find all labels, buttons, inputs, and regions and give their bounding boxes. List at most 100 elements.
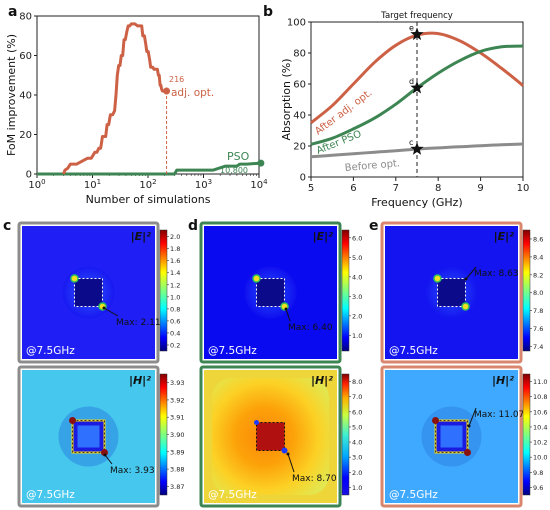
target-frequency-label: Target frequency: [380, 11, 453, 21]
colorbar-tick-label: 7.6: [533, 325, 543, 333]
colorbar-tick-label: 3.91: [170, 414, 184, 422]
colorbar-tick-label: 5.0: [352, 423, 362, 431]
colorbar: [159, 229, 168, 352]
field-hotspot: [254, 420, 259, 425]
colorbar-tick-label: 8.0: [352, 378, 362, 386]
colorbar-tick-label: 8.6: [533, 235, 543, 243]
resonator-outline: [74, 278, 103, 307]
panel-label-b: b: [263, 4, 273, 20]
plot-frame-a: [36, 15, 260, 175]
panel-label-d: d: [188, 218, 198, 234]
max-value-label: Max: 8.70: [292, 474, 337, 484]
resonator-square: [256, 422, 285, 451]
y-tick-label-a: 40: [19, 91, 32, 102]
resonator-square: [256, 278, 285, 307]
annotation-10800: 10,800: [220, 166, 248, 175]
map-frame: [199, 221, 342, 364]
adj-opt-end-marker: [163, 87, 171, 95]
map-frame: [17, 221, 160, 364]
max-value-label: Max: 6.40: [288, 323, 333, 333]
field-quantity-label: |E|²: [494, 230, 515, 243]
annotation-adj-opt: adj. opt.: [171, 87, 214, 99]
colorbar-tick-label: 3.93: [170, 379, 184, 387]
annotation-pso: PSO: [227, 150, 250, 163]
resonator-outline: [256, 422, 285, 451]
colorbar-tick-label: 1.0: [170, 293, 180, 301]
colorbar: [341, 229, 350, 352]
max-value-label: Max: 3.93: [110, 466, 155, 476]
colorbar-tick-label: 0.8: [170, 305, 180, 313]
panel-label-c: c: [3, 218, 11, 234]
frequency-label: @7.5GHz: [26, 345, 75, 357]
colorbar-tick-label: 3.88: [170, 466, 184, 474]
field-hotspot: [461, 302, 470, 311]
colorbar-tick-label: 3.89: [170, 448, 184, 456]
map-frame: [17, 365, 160, 508]
field-hotspot: [433, 274, 442, 283]
field-hotspot: [281, 447, 288, 454]
x-tick-label-b: 6: [350, 183, 356, 194]
colorbar-tick-label: 2.0: [352, 312, 362, 320]
y-tick-label-b: 20: [293, 142, 306, 153]
colorbar-tick-label: 8.0: [533, 289, 543, 297]
max-value-label: Max: 11.07: [474, 410, 524, 420]
callout-arrow-head: [284, 307, 288, 311]
callout-arrow: [287, 453, 295, 473]
resonator-square: [74, 278, 103, 307]
colorbar-tick-label: 9.6: [533, 484, 543, 492]
colorbar-tick-label: 2.0: [170, 233, 180, 241]
y-tick-label-a: 20: [19, 130, 32, 141]
colorbar: [159, 373, 168, 496]
x-tick-label-b: 10: [517, 183, 530, 194]
colorbar-tick-label: 1.0: [352, 484, 362, 492]
resonator-outline: [435, 420, 468, 453]
star-label-c: c: [409, 138, 413, 147]
series-line-adj-opt: [62, 22, 167, 175]
x-tick-label-b: 7: [393, 183, 399, 194]
colorbar-tick-label: 11.0: [533, 378, 547, 386]
colorbar-tick-label: 8.2: [533, 271, 543, 279]
y-axis-label-a: FoM improvement (%): [5, 34, 18, 156]
colorbar-tick-label: 10.4: [533, 423, 547, 431]
colorbar-tick-label: 0.6: [170, 317, 180, 325]
panel-label-e: e: [369, 218, 379, 234]
colorbar-tick-label: 0.4: [170, 329, 180, 337]
star-marker-c: [410, 142, 424, 155]
y-tick-label-b: 100: [287, 18, 306, 29]
colorbar-tick-label: 6.0: [352, 234, 362, 242]
colorbar-tick-label: 7.8: [533, 307, 543, 315]
star-marker-e: [410, 27, 424, 41]
callout-arrow-head: [467, 424, 471, 428]
series-line-pso: [37, 161, 262, 176]
colorbar-tick-label: 2.0: [352, 469, 362, 477]
colorbar-tick-label: 5.0: [352, 254, 362, 262]
field-quantity-label: |H|²: [311, 374, 333, 387]
y-tick-label-b: 0: [300, 173, 306, 184]
callout-arrow-head: [464, 277, 468, 281]
field-maps: c |E|² @7.5GHz Max: 2.11 0.2 0.4 0.6 0.8 1.0 1.2 1…: [3, 218, 547, 508]
colorbar-tick-label: 3.92: [170, 396, 184, 404]
field-quantity-label: |E|²: [313, 230, 334, 243]
field-quantity-label: |E|²: [131, 230, 152, 243]
frequency-label: @7.5GHz: [26, 489, 75, 501]
x-tick-label-a: 100: [28, 178, 45, 191]
callout-arrow: [468, 407, 477, 427]
field-hotspot: [432, 417, 439, 424]
colorbar-tick-label: 7.0: [352, 393, 362, 401]
annotation-216: 216: [169, 75, 184, 84]
y-tick-label-a: 60: [19, 51, 32, 62]
curve-label-before-opt: Before opt.: [344, 158, 400, 174]
colorbar-tick-label: 0.2: [170, 341, 180, 349]
field-quantity-label: |H|²: [129, 374, 151, 387]
callout-arrow-head: [102, 306, 106, 310]
colorbar-tick-label: 8.4: [533, 253, 543, 261]
colorbar-tick-label: 6.0: [352, 408, 362, 416]
colorbar: [341, 373, 350, 496]
field-quantity-label: |H|²: [492, 374, 514, 387]
field-hotspot: [69, 417, 76, 424]
callout-arrow-head: [103, 453, 107, 457]
x-axis-label-b: Frequency (GHz): [371, 196, 462, 209]
colorbar-tick-label: 10.6: [533, 408, 547, 416]
x-axis-label-a: Number of simulations: [86, 193, 211, 206]
